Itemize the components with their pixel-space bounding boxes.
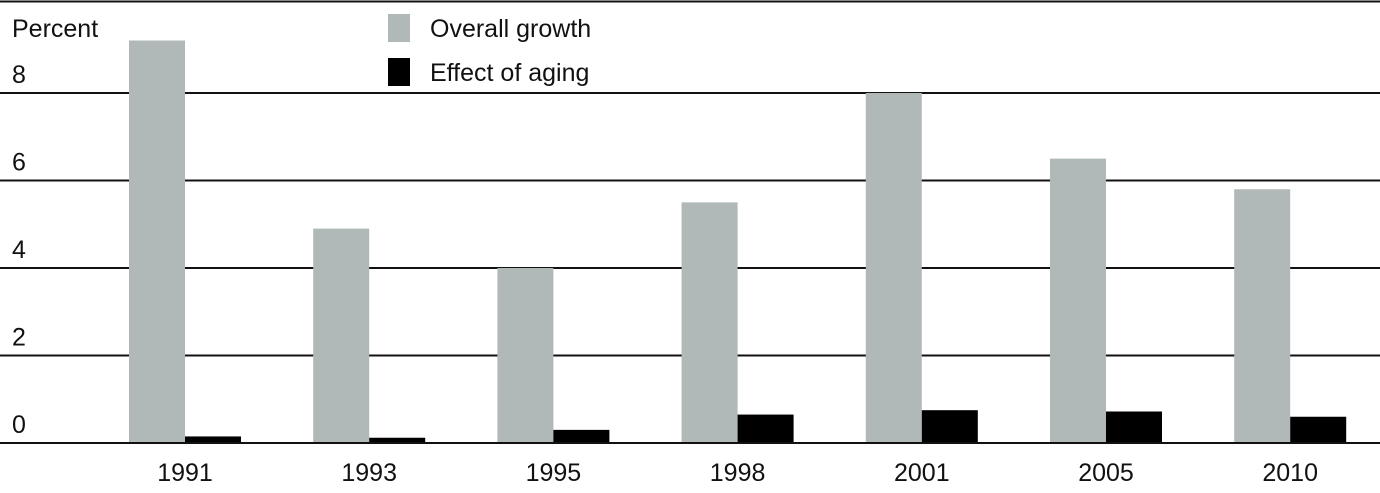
y-tick-label-4: 4 — [12, 236, 26, 264]
legend-swatch-effect-of-aging — [388, 58, 410, 86]
bar-effect-of-aging-1993 — [369, 437, 426, 443]
axes — [0, 0, 1380, 444]
x-tick-label-1991: 1991 — [157, 459, 213, 487]
y-axis-unit-label: Percent — [12, 15, 98, 43]
legend-swatch-overall-growth — [388, 14, 410, 42]
y-tick-label-6: 6 — [12, 149, 26, 177]
bar-effect-of-aging-1998 — [737, 414, 794, 443]
y-tick-label-0: 0 — [12, 411, 26, 439]
bar-effect-of-aging-2005 — [1106, 411, 1162, 443]
bar-effect-of-aging-2010 — [1290, 416, 1347, 443]
bar-effect-of-aging-2001 — [921, 410, 978, 443]
legend: Overall growth Effect of aging — [388, 14, 591, 87]
bar-overall-growth-1993 — [313, 228, 370, 443]
x-tick-label-2005: 2005 — [1078, 459, 1134, 487]
bar-overall-growth-2005 — [1050, 158, 1106, 443]
legend-label-effect-of-aging: Effect of aging — [430, 59, 589, 87]
bar-overall-growth-2001 — [865, 93, 922, 443]
bar-overall-growth-2010 — [1234, 189, 1291, 443]
x-tick-label-2010: 2010 — [1262, 459, 1318, 487]
x-tick-label-1993: 1993 — [341, 459, 397, 487]
y-tick-label-2: 2 — [12, 324, 26, 352]
tick-labels: 0 2 4 6 8 1991 1993 1995 1998 2001 2005 2010 — [12, 61, 1318, 487]
bars — [129, 40, 1347, 443]
x-tick-label-2001: 2001 — [894, 459, 950, 487]
bar-overall-growth-1995 — [497, 268, 554, 443]
y-tick-label-8: 8 — [12, 61, 26, 89]
bar-overall-growth-1991 — [129, 40, 185, 443]
legend-label-overall-growth: Overall growth — [430, 15, 591, 43]
bar-effect-of-aging-1991 — [185, 436, 241, 443]
bar-overall-growth-1998 — [681, 202, 738, 443]
bar-effect-of-aging-1995 — [553, 429, 610, 443]
x-tick-label-1995: 1995 — [526, 459, 582, 487]
x-tick-label-1998: 1998 — [710, 459, 766, 487]
